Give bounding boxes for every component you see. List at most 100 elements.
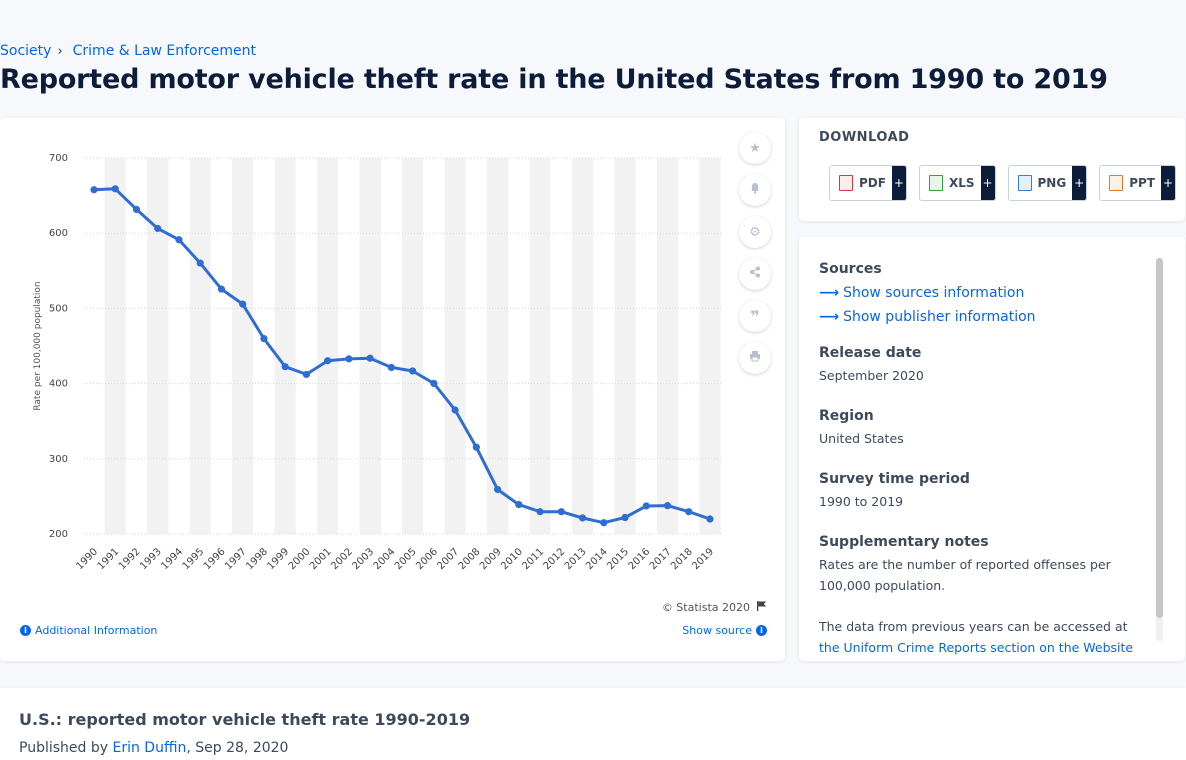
data-point[interactable] [366, 354, 374, 362]
data-point[interactable] [132, 205, 141, 214]
additional-information-link[interactable]: i Additional Information [20, 624, 157, 637]
survey-period-label: Survey time period [819, 471, 970, 487]
y-tick-label: 200 [49, 529, 68, 540]
cite-button[interactable]: ❞ [739, 300, 771, 332]
y-tick-label: 700 [49, 153, 68, 164]
settings-button[interactable]: ⚙ [739, 216, 771, 248]
statistic-info-card: U.S.: reported motor vehicle theft rate … [0, 688, 1186, 760]
scrollbar-thumb[interactable] [1156, 258, 1163, 618]
y-tick-label: 500 [49, 303, 68, 314]
data-point[interactable] [281, 363, 289, 371]
data-point[interactable] [430, 379, 438, 388]
y-tick-label: 400 [49, 379, 68, 390]
x-tick-label: 2003 [350, 546, 376, 572]
favorite-button[interactable]: ★ [739, 132, 771, 164]
data-point[interactable] [515, 500, 523, 509]
chart-card: 200 300 400 500 600 700 1990 1991 1992 1993 1994 1… [0, 118, 785, 661]
data-point[interactable] [217, 285, 226, 293]
x-tick-label: 2007 [435, 546, 461, 572]
download-ppt-button[interactable]: PPT + [1099, 165, 1176, 201]
copyright-text: © Statista 2020 [661, 600, 750, 614]
column-band [232, 158, 254, 534]
data-point[interactable] [600, 519, 608, 527]
breadcrumb: Society › Crime & Law Enforcement [0, 43, 256, 59]
plus-icon: + [980, 166, 995, 200]
ppt-icon [1109, 175, 1124, 191]
supplementary-notes-text-2: The data from previous years can be acce… [819, 619, 1128, 634]
breadcrumb-item-crime[interactable]: Crime & Law Enforcement [72, 43, 256, 59]
column-band [614, 158, 636, 534]
x-tick-label: 2008 [457, 546, 483, 572]
release-date-label: Release date [819, 345, 922, 361]
data-point[interactable] [451, 406, 459, 414]
show-publisher-label: Show publisher information [843, 309, 1036, 325]
show-source-label: Show source [682, 624, 752, 637]
data-point[interactable] [409, 367, 417, 375]
column-band [656, 158, 679, 534]
column-band [571, 158, 594, 534]
data-point[interactable] [685, 508, 693, 516]
data-point[interactable] [536, 508, 544, 516]
x-tick-label: 2012 [542, 546, 568, 572]
survey-period-value: 1990 to 2019 [819, 494, 904, 509]
data-point[interactable] [557, 508, 565, 516]
sources-card: Sources ⟶ Show sources information ⟶ Show … [799, 237, 1185, 661]
show-publisher-link[interactable]: ⟶ Show publisher information [819, 305, 1141, 329]
download-pdf-button[interactable]: PDF + [829, 165, 907, 201]
column-band [274, 158, 296, 534]
download-png-button[interactable]: PNG + [1007, 165, 1088, 201]
x-tick-label: 2011 [520, 546, 546, 572]
notification-button[interactable] [739, 174, 771, 206]
data-point[interactable] [621, 513, 629, 522]
data-point[interactable] [239, 300, 247, 308]
star-icon: ★ [749, 140, 761, 156]
y-axis-label: Rate per 100,000 population [33, 281, 43, 410]
data-point[interactable] [196, 259, 204, 267]
sources-heading: Sources [819, 261, 882, 277]
download-xls-button[interactable]: XLS + [918, 165, 996, 201]
plus-icon: + [891, 166, 906, 200]
column-band [317, 158, 339, 534]
show-source-link[interactable]: Show source i [682, 624, 767, 637]
data-point[interactable] [111, 185, 119, 193]
supplementary-notes-more: The data from previous years can be acce… [819, 616, 1141, 661]
column-band [104, 158, 126, 534]
flag-icon[interactable] [756, 600, 767, 614]
data-point[interactable] [472, 443, 480, 451]
author-link[interactable]: Erin Duffin [112, 740, 187, 756]
data-point[interactable] [175, 236, 183, 244]
data-point[interactable] [387, 363, 395, 372]
share-button[interactable] [739, 258, 771, 290]
data-point[interactable] [345, 355, 353, 363]
pdf-icon [839, 175, 853, 191]
show-sources-link[interactable]: ⟶ Show sources information [819, 281, 1141, 305]
column-band [699, 158, 721, 534]
data-point[interactable] [154, 224, 162, 233]
data-point[interactable] [90, 186, 98, 194]
scrollbar[interactable] [1156, 258, 1163, 641]
data-point[interactable] [642, 502, 650, 510]
x-tick-label: 1998 [244, 546, 270, 572]
info-icon: i [20, 625, 31, 636]
data-point[interactable] [324, 357, 332, 365]
data-point[interactable] [663, 502, 672, 510]
column-band [402, 158, 424, 534]
data-point[interactable] [706, 515, 714, 523]
x-tick-label: 2014 [584, 546, 610, 572]
region-value: United States [819, 431, 904, 446]
bell-icon [749, 182, 761, 198]
data-point[interactable] [302, 370, 311, 379]
column-band [444, 158, 466, 534]
data-point[interactable] [493, 485, 502, 494]
download-buttons: PDF + XLS + PNG + PPT + [829, 165, 1176, 201]
breadcrumb-item-society[interactable]: Society [0, 43, 52, 59]
share-icon [749, 266, 761, 282]
print-button[interactable] [739, 342, 771, 374]
x-tick-label: 1994 [159, 546, 185, 572]
data-point[interactable] [578, 514, 587, 522]
data-point[interactable] [260, 334, 268, 343]
release-date-value: September 2020 [819, 368, 924, 383]
download-png-label: PNG [1037, 176, 1067, 190]
fbi-ucr-link[interactable]: the Uniform Crime Reports section on the… [819, 640, 1134, 655]
